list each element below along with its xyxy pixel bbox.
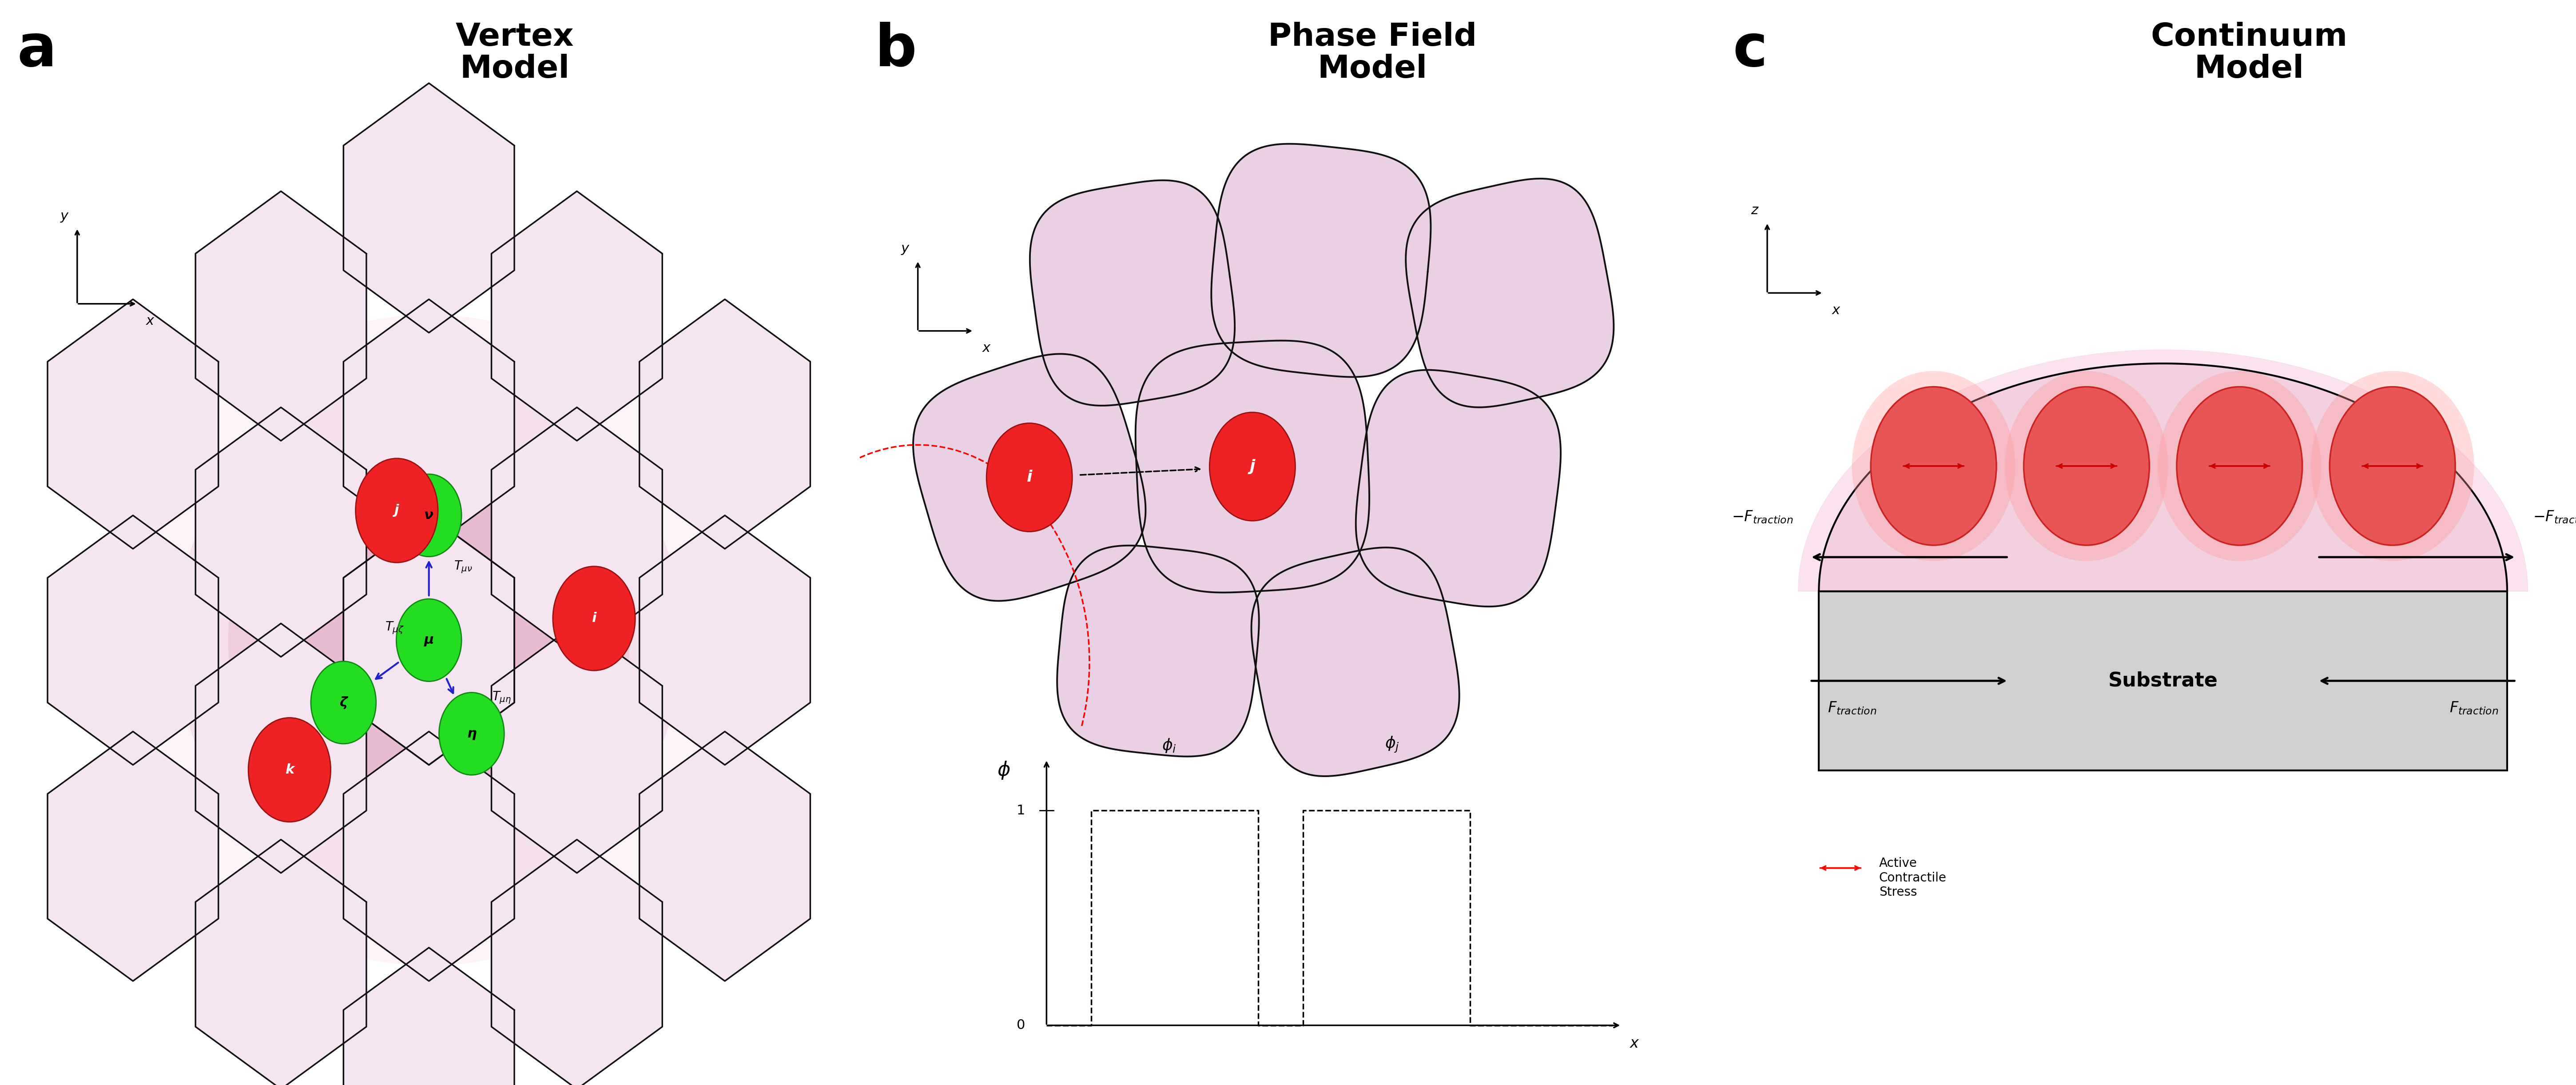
Ellipse shape (175, 373, 683, 907)
Circle shape (1211, 412, 1296, 521)
Text: Continuum
Model: Continuum Model (2151, 22, 2347, 85)
Text: $F_{traction}$: $F_{traction}$ (1826, 701, 1875, 716)
Text: x: x (147, 315, 155, 328)
Circle shape (397, 474, 461, 557)
Polygon shape (196, 840, 366, 1085)
Polygon shape (912, 354, 1146, 601)
Bar (1819, 591, 2506, 770)
Text: $T_{\mu\nu}$: $T_{\mu\nu}$ (453, 560, 471, 574)
Text: y: y (59, 209, 70, 222)
Polygon shape (196, 624, 366, 873)
Text: b: b (876, 22, 917, 78)
Text: Vertex
Model: Vertex Model (456, 22, 574, 85)
Ellipse shape (121, 315, 737, 966)
Text: 1: 1 (1018, 804, 1025, 817)
Circle shape (438, 692, 505, 775)
Polygon shape (639, 299, 811, 549)
Polygon shape (639, 731, 811, 981)
Text: j: j (394, 505, 399, 516)
Polygon shape (492, 407, 662, 656)
Circle shape (987, 423, 1072, 532)
Text: $\phi$: $\phi$ (997, 759, 1010, 781)
Text: η: η (466, 727, 477, 740)
Circle shape (247, 718, 330, 822)
Polygon shape (343, 515, 515, 765)
Polygon shape (196, 191, 366, 441)
Text: a: a (18, 22, 57, 78)
Text: z: z (1752, 204, 1757, 217)
Polygon shape (1056, 546, 1260, 756)
Polygon shape (46, 515, 219, 765)
Circle shape (1870, 386, 1996, 545)
Polygon shape (1030, 180, 1234, 406)
Text: i: i (1028, 470, 1033, 485)
Text: Substrate: Substrate (2107, 672, 2218, 690)
Polygon shape (1252, 548, 1458, 776)
Text: μ: μ (425, 634, 433, 647)
Circle shape (355, 458, 438, 562)
Circle shape (2329, 386, 2455, 545)
Text: i: i (592, 612, 598, 625)
Text: x: x (981, 342, 989, 355)
Text: ζ: ζ (340, 697, 348, 709)
Polygon shape (343, 299, 515, 549)
Text: $-F_{traction}$: $-F_{traction}$ (1731, 509, 1793, 524)
Text: $F_{traction}$: $F_{traction}$ (2450, 701, 2499, 716)
Text: x: x (1832, 304, 1839, 317)
Text: Active
Contractile
Stress: Active Contractile Stress (1878, 857, 1947, 898)
Text: $T_{\mu\zeta}$: $T_{\mu\zeta}$ (386, 621, 404, 636)
Circle shape (2025, 386, 2148, 545)
Text: x: x (1631, 1036, 1638, 1051)
Polygon shape (1819, 363, 2506, 591)
Polygon shape (1136, 341, 1370, 592)
Text: 0: 0 (1018, 1019, 1025, 1032)
Text: y: y (902, 242, 909, 255)
Text: $T_{\mu\eta}$: $T_{\mu\eta}$ (492, 690, 510, 705)
Polygon shape (196, 407, 366, 656)
Circle shape (397, 599, 461, 681)
Polygon shape (343, 84, 515, 333)
Polygon shape (639, 515, 811, 765)
Polygon shape (1355, 370, 1561, 607)
FancyArrowPatch shape (1079, 468, 1200, 475)
Ellipse shape (281, 484, 577, 796)
Ellipse shape (2004, 371, 2169, 561)
Polygon shape (343, 947, 515, 1085)
Circle shape (312, 661, 376, 744)
Ellipse shape (2311, 371, 2473, 561)
Text: $-F_{traction}$: $-F_{traction}$ (2532, 509, 2576, 524)
Polygon shape (46, 299, 219, 549)
Text: ν: ν (425, 509, 433, 522)
Polygon shape (343, 731, 515, 981)
Text: c: c (1734, 22, 1767, 78)
Circle shape (554, 566, 636, 671)
Polygon shape (492, 840, 662, 1085)
Circle shape (2177, 386, 2303, 545)
Text: k: k (286, 764, 294, 776)
Polygon shape (343, 515, 515, 765)
Polygon shape (1211, 144, 1430, 376)
Polygon shape (492, 191, 662, 441)
Text: $\phi_i$: $\phi_i$ (1162, 737, 1177, 754)
Ellipse shape (229, 429, 629, 852)
Ellipse shape (1852, 371, 2014, 561)
Polygon shape (46, 731, 219, 981)
Text: j: j (1249, 459, 1255, 474)
Text: $\phi_j$: $\phi_j$ (1386, 736, 1399, 754)
Polygon shape (492, 624, 662, 873)
Ellipse shape (2159, 371, 2321, 561)
Polygon shape (1798, 349, 2527, 591)
Polygon shape (1406, 179, 1613, 407)
Text: Phase Field
Model: Phase Field Model (1267, 22, 1476, 85)
